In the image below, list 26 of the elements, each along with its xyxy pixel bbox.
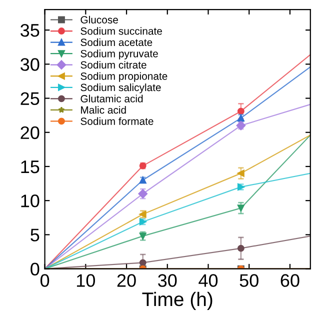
legend-label: Sodium acetate — [80, 38, 152, 46]
x-tick-label: 20 — [117, 274, 136, 287]
y-tick-label: 35 — [20, 24, 40, 37]
y-tick-label: 5 — [30, 228, 40, 242]
x-tick-label: 60 — [280, 274, 300, 287]
legend-label: Malic acid — [81, 106, 126, 114]
legend-label: Sodium citrate — [80, 60, 146, 69]
legend-label: Sodium succinate — [80, 27, 162, 35]
x-tick-label: 40 — [198, 274, 218, 287]
legend-label: Glutamic acid — [80, 94, 143, 102]
y-tick-label: 30 — [20, 58, 40, 71]
y-tick-label: 25 — [20, 92, 40, 105]
legend-label: Glucose — [80, 16, 118, 24]
x-axis-title: Time (h) — [142, 292, 212, 310]
y-tick-label: 20 — [20, 126, 40, 140]
legend-label: Sodium formate — [80, 117, 154, 125]
legend-label: Sodium propionate — [80, 72, 168, 82]
legend-label: Sodium pyruvate — [80, 50, 158, 60]
x-tick-label: 30 — [158, 274, 177, 287]
y-tick-label: 0 — [30, 262, 40, 276]
x-tick-label: 0 — [40, 274, 50, 287]
legend-label: Sodium salicylate — [80, 83, 161, 94]
x-tick-label: 50 — [240, 274, 258, 287]
x-tick-label: 10 — [77, 274, 95, 287]
y-tick-label: 10 — [21, 194, 40, 208]
y-tick-label: 15 — [21, 160, 40, 174]
